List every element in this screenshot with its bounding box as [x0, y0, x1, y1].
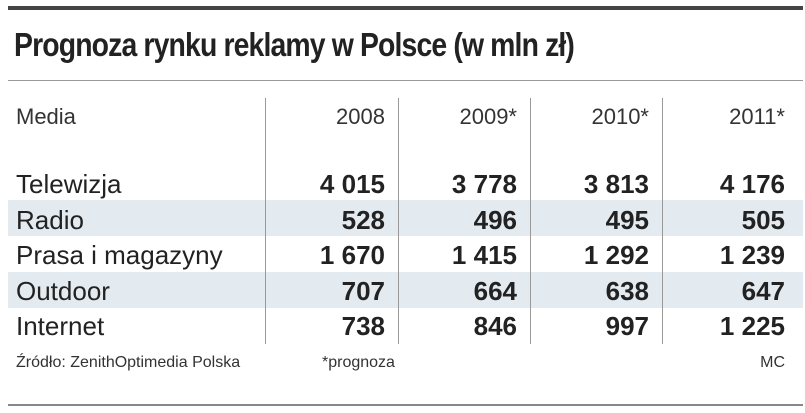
cell-value: 647: [741, 275, 785, 306]
cell-value: 4 015: [319, 169, 385, 199]
column-divider: [662, 98, 663, 344]
column-header: Media: [16, 104, 76, 129]
cell-value: 4 176: [719, 169, 785, 199]
cell-value: 707: [341, 275, 385, 306]
cell-value: 846: [473, 311, 517, 341]
top-rule: [8, 6, 803, 10]
bottom-rule: [8, 404, 803, 406]
cell-value: 638: [605, 275, 649, 306]
row-label: Prasa i magazyny: [16, 240, 223, 270]
cell-value: 738: [341, 311, 385, 341]
row-label: Telewizja: [16, 169, 122, 199]
row-label: Outdoor: [16, 275, 110, 306]
cell-value: 495: [605, 204, 649, 235]
cell-value: 1 225: [719, 311, 785, 341]
row-shade: [8, 272, 803, 308]
cell-value: 1 239: [719, 240, 785, 270]
column-divider: [398, 98, 399, 344]
row-label: Internet: [16, 311, 105, 341]
cell-value: 664: [473, 275, 517, 306]
column-header: 2009*: [459, 104, 517, 129]
author: MC: [760, 354, 785, 371]
cell-value: 496: [473, 204, 517, 235]
cell-value: 3 778: [451, 169, 517, 199]
row-shade: [8, 200, 803, 236]
source: Źródło: ZenithOptimedia Polska: [16, 354, 241, 371]
note: *prognoza: [322, 354, 395, 371]
column-divider: [530, 98, 531, 344]
title: Prognoza rynku reklamy w Polsce (w mln z…: [14, 26, 575, 63]
column-divider: [265, 98, 266, 344]
cell-value: 997: [605, 311, 649, 341]
column-header: 2011*: [729, 104, 785, 129]
cell-value: 1 415: [451, 240, 517, 270]
column-header: 2010*: [591, 104, 649, 129]
row-label: Radio: [16, 204, 84, 235]
cell-value: 1 292: [583, 240, 649, 270]
cell-value: 505: [741, 204, 785, 235]
title-rule: [8, 80, 803, 81]
cell-value: 528: [341, 204, 385, 235]
column-header: 2008: [336, 104, 385, 129]
cell-value: 1 670: [319, 240, 385, 270]
cell-value: 3 813: [583, 169, 649, 199]
